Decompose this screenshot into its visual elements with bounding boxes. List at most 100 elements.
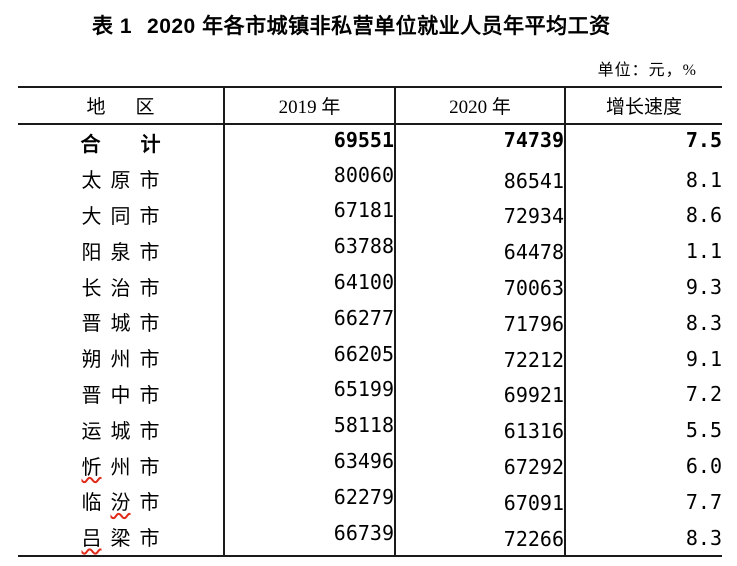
cell-value: 63788 xyxy=(333,234,394,259)
cell-value: 65199 xyxy=(333,377,394,402)
growth-cell: 7.2 xyxy=(565,376,722,412)
growth-cell: 7.5 xyxy=(565,124,722,161)
cell-value: 80060 xyxy=(333,162,394,187)
growth-cell: 8.6 xyxy=(565,197,722,233)
region-char: 市 xyxy=(139,205,160,228)
table-header-row: 地区 2019 年 2020 年 增长速度 xyxy=(18,87,722,125)
region-char: 原 xyxy=(110,170,131,193)
region-char: 太 xyxy=(81,170,102,193)
table-body: 合计 69551 74739 7.5 太原市 80060 86541 8.1 大同市 67181 7… xyxy=(18,124,722,556)
region-cell: 吕梁市 xyxy=(18,518,225,556)
cell-value: 86541 xyxy=(503,168,564,193)
cell-value: 70063 xyxy=(503,276,564,301)
cell-value: 69921 xyxy=(503,383,564,408)
region-char: 泉 xyxy=(110,241,131,264)
growth-cell: 8.3 xyxy=(565,304,722,340)
value-2019-cell: 69551 xyxy=(224,124,396,161)
wage-table: 地区 2019 年 2020 年 增长速度 合计 69551 74739 7.5 太原市… xyxy=(18,86,722,557)
cell-value: 67292 xyxy=(503,455,564,480)
cell-value: 63496 xyxy=(333,449,394,474)
region-char: 汾 xyxy=(110,492,131,515)
table-row: 吕梁市 66739 72266 8.3 xyxy=(18,518,722,556)
region-cell: 长治市 xyxy=(18,268,225,304)
cell-value: 8.3 xyxy=(685,310,722,335)
unit-note: 单位：元，% xyxy=(597,62,697,79)
table-row: 运城市 58118 61316 5.5 xyxy=(18,411,722,448)
value-2019-cell: 62279 xyxy=(224,482,396,519)
cell-value: 66205 xyxy=(333,341,394,366)
region-char: 市 xyxy=(139,420,160,443)
region-char: 市 xyxy=(139,528,160,551)
column-header-region: 地区 xyxy=(18,87,225,125)
growth-cell: 9.1 xyxy=(565,340,722,376)
cell-value: 67091 xyxy=(503,490,564,515)
region-char: 州 xyxy=(110,349,131,372)
region-char: 大 xyxy=(81,205,102,228)
region-cell: 大同市 xyxy=(18,196,225,233)
cell-value: 71796 xyxy=(503,311,564,336)
region-cell: 运城市 xyxy=(18,411,225,448)
cell-value: 6.0 xyxy=(685,454,722,479)
value-2020-cell: 69921 xyxy=(395,375,566,412)
region-char: 市 xyxy=(139,313,160,336)
region-char: 计 xyxy=(140,134,161,157)
region-char: 市 xyxy=(139,384,160,407)
region-cell: 太原市 xyxy=(18,160,225,197)
value-2019-cell: 63496 xyxy=(224,447,396,483)
region-char: 晋 xyxy=(81,384,102,407)
column-header-2019: 2019 年 xyxy=(224,87,396,125)
value-2019-cell: 67181 xyxy=(224,196,396,233)
cell-value: 72934 xyxy=(503,204,564,229)
value-2020-cell: 71796 xyxy=(395,303,566,340)
table-row: 晋城市 66277 71796 8.3 xyxy=(18,303,722,340)
region-cell: 临汾市 xyxy=(18,482,225,519)
value-2020-cell: 67091 xyxy=(395,482,566,519)
cell-value: 64100 xyxy=(333,270,394,295)
table-row: 晋中市 65199 69921 7.2 xyxy=(18,375,722,412)
region-char: 市 xyxy=(139,277,160,300)
column-header-2020: 2020 年 xyxy=(395,87,566,125)
cell-value: 7.5 xyxy=(685,127,722,152)
table-row: 太原市 80060 86541 8.1 xyxy=(18,160,722,197)
value-2020-cell: 72266 xyxy=(395,518,566,556)
cell-value: 7.2 xyxy=(685,382,722,407)
table-row: 长治市 64100 70063 9.3 xyxy=(18,268,722,304)
cell-value: 72266 xyxy=(503,526,564,551)
cell-value: 5.5 xyxy=(685,418,722,443)
region-char: 地 xyxy=(86,97,106,118)
value-2020-cell: 74739 xyxy=(395,124,566,161)
value-2019-cell: 80060 xyxy=(224,160,396,197)
region-char: 同 xyxy=(110,205,131,228)
value-2020-cell: 72212 xyxy=(395,339,566,376)
region-cell: 晋城市 xyxy=(18,303,225,340)
growth-cell: 8.1 xyxy=(565,161,722,197)
table-row: 合计 69551 74739 7.5 xyxy=(18,124,722,161)
table-row: 临汾市 62279 67091 7.7 xyxy=(18,482,722,519)
table-row: 忻州市 63496 67292 6.0 xyxy=(18,447,722,483)
cell-value: 9.1 xyxy=(685,346,722,371)
value-2019-cell: 66739 xyxy=(224,518,396,556)
title-text: 2020 年各市城镇非私营单位就业人员年平均工资 xyxy=(147,15,611,38)
page-title: 表 1 2020 年各市城镇非私营单位就业人员年平均工资 xyxy=(92,10,611,40)
value-2019-cell: 66205 xyxy=(224,339,396,376)
region-char: 市 xyxy=(139,492,160,515)
region-char: 临 xyxy=(81,492,102,515)
growth-cell: 1.1 xyxy=(565,232,722,268)
region-char: 市 xyxy=(139,241,160,264)
region-char: 城 xyxy=(110,420,131,443)
table-row: 大同市 67181 72934 8.6 xyxy=(18,196,722,233)
growth-cell: 8.3 xyxy=(565,519,722,556)
cell-value: 9.3 xyxy=(685,275,722,300)
cell-value: 62279 xyxy=(333,484,394,509)
region-char: 市 xyxy=(139,456,160,479)
cell-value: 74739 xyxy=(503,127,564,152)
value-2020-cell: 61316 xyxy=(395,411,566,448)
value-2020-cell: 86541 xyxy=(395,160,566,197)
region-char: 治 xyxy=(110,277,131,300)
region-char: 州 xyxy=(110,456,131,479)
region-char: 城 xyxy=(110,313,131,336)
table-number: 表 1 xyxy=(92,15,133,38)
cell-value: 69551 xyxy=(333,127,394,152)
cell-value: 72212 xyxy=(503,347,564,372)
column-header-growth: 增长速度 xyxy=(565,87,722,125)
